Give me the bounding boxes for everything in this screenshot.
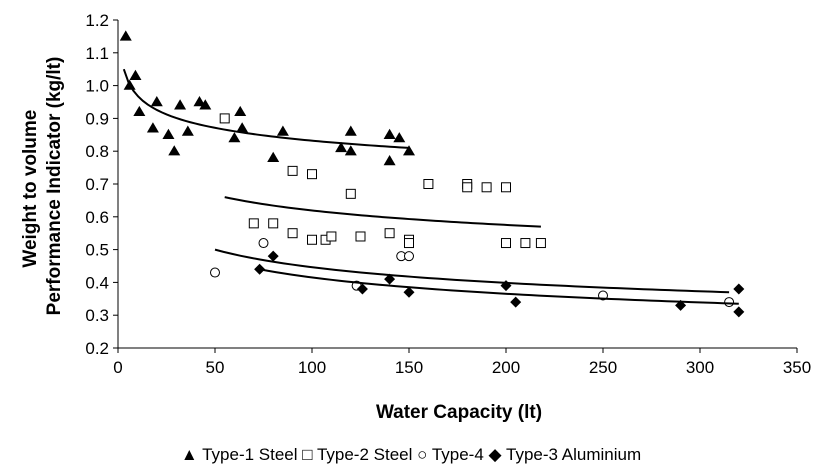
y-tick-label: 0.8 (85, 142, 109, 161)
point-type-1-steel (276, 125, 289, 136)
x-tick-label: 50 (206, 358, 225, 377)
y-tick-label: 0.4 (85, 273, 109, 292)
point-type-2-steel (462, 182, 473, 193)
point-type-2-steel (501, 182, 511, 193)
axes: 0.2 0.3 0.4 0.5 0.6 0.7 0.8 0.9 1.0 1.1 1.2 0 50 100 1… (85, 11, 811, 377)
x-tick-label: 250 (589, 358, 617, 377)
point-type-1-steel (129, 69, 142, 80)
y-tick-label: 0.9 (85, 109, 109, 128)
point-type-2-steel (404, 238, 414, 249)
point-type-1-steel (181, 125, 194, 136)
point-type-1-steel (383, 128, 396, 139)
point-type-2-steel (307, 234, 317, 245)
point-type-2-steel (345, 188, 356, 199)
x-tick-label: 100 (298, 358, 326, 377)
data-marks (119, 30, 745, 318)
x-tick-label: 300 (686, 358, 714, 377)
point-type-1-steel (199, 99, 212, 110)
point-type-1-steel (193, 96, 206, 107)
x-tick-label: 150 (395, 358, 423, 377)
legend-text: ▲ Type-1 Steel □ Type-2 Steel ○ Type-4 ◆… (181, 445, 641, 464)
point-type-1-steel (403, 145, 415, 156)
point-type-1-steel (119, 30, 132, 41)
point-type-2-steel (248, 218, 259, 229)
point-type-1-steel (150, 96, 163, 107)
point-type-3-aluminium (267, 250, 279, 262)
trend-line-type-1-steel (122, 68, 410, 149)
trend-line-type-2-steel (224, 196, 541, 228)
point-type-2-steel (326, 231, 337, 242)
point-type-4 (724, 297, 735, 308)
point-type-1-steel (267, 151, 280, 162)
point-type-1-steel (344, 145, 357, 156)
point-type-2-steel (423, 179, 434, 189)
point-type-2-steel (355, 231, 366, 242)
point-type-2-steel (520, 238, 531, 249)
y-tick-label: 0.6 (85, 208, 109, 227)
point-type-1-steel (335, 141, 348, 153)
point-type-2-steel (287, 228, 298, 239)
point-type-3-aluminium (403, 286, 415, 298)
y-axis-title-line-1: Weight to volume (20, 110, 41, 268)
point-type-1-steel (228, 132, 241, 143)
y-tick-label: 1.0 (85, 77, 109, 96)
point-type-1-steel (344, 125, 357, 136)
point-type-4 (210, 267, 220, 278)
point-type-1-steel (236, 122, 249, 133)
point-type-3-aluminium (733, 283, 745, 295)
point-type-3-aluminium (510, 296, 522, 308)
x-axis-title: Water Capacity (lt) (376, 402, 542, 423)
x-tick-label: 350 (783, 358, 811, 377)
point-type-1-steel (174, 99, 187, 110)
y-tick-label: 0.3 (85, 306, 109, 325)
point-type-2-steel (384, 228, 395, 239)
trend-lines (122, 68, 739, 305)
point-type-2-steel (219, 113, 230, 124)
point-type-1-steel (133, 105, 146, 117)
plot-area (118, 20, 797, 348)
legend-item-type-4: ○ Type-4 (412, 445, 483, 464)
y-tick-label: 0.2 (85, 339, 109, 358)
point-type-1-steel (383, 155, 396, 166)
x-tick-label: 0 (113, 358, 122, 377)
y-tick-label: 0.7 (85, 175, 109, 194)
point-type-1-steel (168, 145, 181, 156)
y-tick-label: 1.2 (85, 11, 109, 30)
point-type-3-aluminium (384, 273, 396, 285)
point-type-1-steel (393, 132, 406, 143)
point-type-4 (258, 238, 269, 249)
point-type-2-steel (307, 169, 317, 180)
point-type-2-steel (287, 165, 298, 176)
y-axis-title: Weight to volume Performance Indicator (… (20, 57, 65, 316)
legend-item-type-1-steel: ▲ Type-1 Steel (181, 445, 298, 464)
x-tick-label: 200 (492, 358, 520, 377)
point-type-1-steel (234, 105, 247, 117)
point-type-2-steel (501, 238, 511, 249)
point-type-2-steel (481, 182, 492, 193)
point-type-2-steel (535, 238, 546, 249)
point-type-3-aluminium (733, 306, 745, 318)
legend-item-type-3-aluminium: ◆ Type-3 Aluminium (484, 445, 641, 464)
point-type-1-steel (162, 128, 175, 139)
y-axis-title-line-2: Performance Indicator (kg/lt) (44, 57, 65, 316)
y-tick-label: 0.5 (85, 241, 109, 260)
trend-line-type-4 (214, 248, 730, 294)
y-tick-label: 1.1 (85, 44, 109, 63)
point-type-1-steel (146, 122, 159, 133)
legend: ▲ Type-1 Steel □ Type-2 Steel ○ Type-4 ◆… (181, 445, 641, 464)
legend-item-type-2-steel: □ Type-2 Steel (298, 445, 413, 464)
point-type-4 (404, 251, 414, 262)
point-type-2-steel (268, 218, 279, 229)
plot-background (118, 20, 797, 348)
trend-line-type-3-aluminium (259, 268, 739, 305)
point-type-3-aluminium (356, 283, 368, 295)
